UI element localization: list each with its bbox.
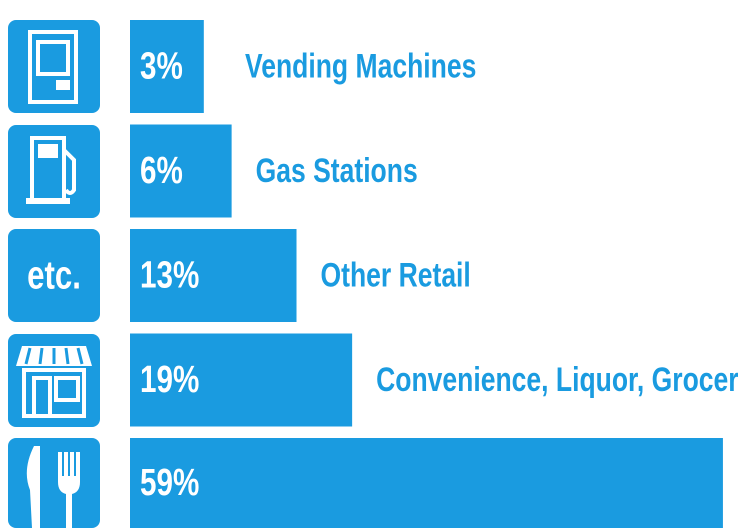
icon-store (8, 334, 100, 427)
category-label: Convenience, Liquor, Grocery (376, 361, 738, 399)
category-label: Other Retail (321, 256, 471, 294)
bar (130, 124, 232, 218)
icon-vending (8, 20, 100, 113)
value-label: 3% (140, 45, 183, 87)
icon-etc: etc. (8, 229, 100, 322)
value-label: 59% (140, 462, 199, 504)
value-label: 6% (140, 150, 183, 192)
bar (130, 333, 353, 427)
icon-cutlery (8, 438, 100, 528)
icon-gas (8, 125, 100, 218)
category-label: Vending Machines (245, 47, 476, 85)
icon-label: etc. (27, 253, 81, 298)
bar (130, 229, 297, 322)
category-label: Gas Stations (256, 152, 418, 190)
value-label: 13% (140, 254, 199, 296)
value-label: 19% (140, 359, 199, 401)
bar (130, 438, 723, 528)
bar (130, 20, 204, 113)
